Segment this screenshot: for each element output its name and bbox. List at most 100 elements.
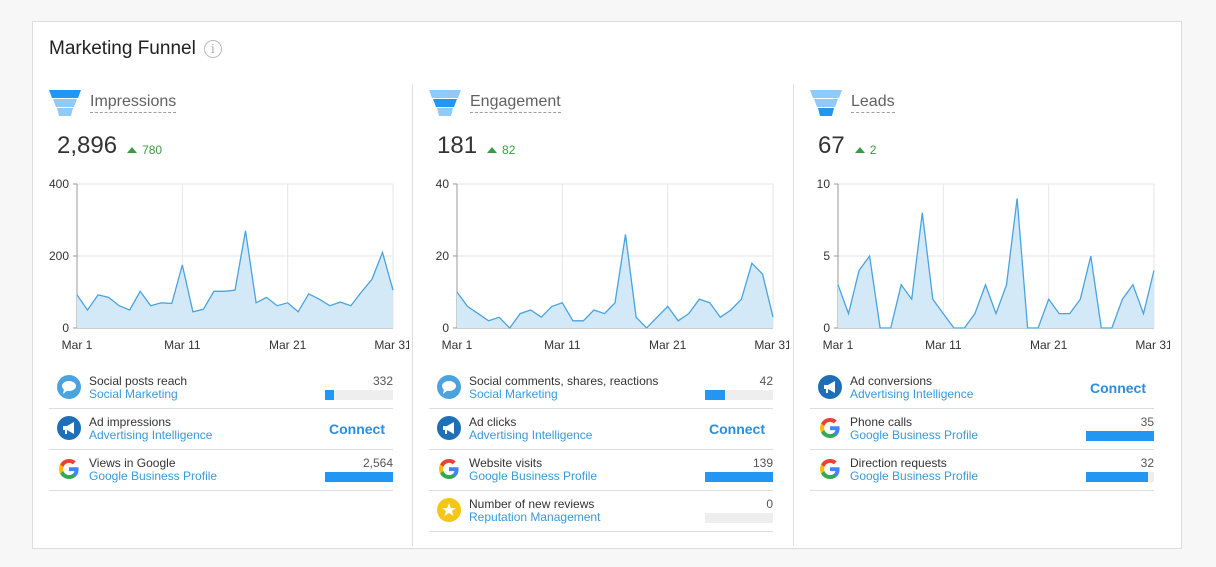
social-marketing-icon xyxy=(437,375,461,399)
funnel-column-engagement: Engagement 181 82 40 20 0 Mar 1 Mar 11 Mar 21 Mar… xyxy=(429,84,792,546)
connect-button[interactable]: Connect xyxy=(1090,380,1146,396)
advertising-megaphone-icon xyxy=(57,416,81,440)
source-row-link[interactable]: Google Business Profile xyxy=(89,469,218,483)
column-divider xyxy=(412,84,413,546)
series-area xyxy=(838,198,1154,328)
source-row-bar xyxy=(705,513,773,523)
y-tick-label: 400 xyxy=(49,177,69,191)
connect-button[interactable]: Connect xyxy=(329,421,385,437)
marketing-funnel-card: Marketing Funnel i Impressions 2,896 780 40… xyxy=(32,21,1182,549)
funnel-stage-label[interactable]: Leads xyxy=(851,93,895,113)
connect-button[interactable]: Connect xyxy=(709,421,765,437)
source-row-bar xyxy=(1086,431,1154,441)
x-tick-label: Mar 11 xyxy=(544,338,581,352)
funnel-stage-header: Impressions xyxy=(49,90,177,116)
source-row-bar-fill xyxy=(1086,431,1154,441)
x-tick-label: Mar 1 xyxy=(823,338,854,352)
y-tick-label: 10 xyxy=(817,177,831,191)
source-row-title: Views in Google xyxy=(89,456,176,470)
source-row-title: Ad conversions xyxy=(850,374,933,388)
funnel-column-impressions: Impressions 2,896 780 400 200 0 Mar 1 Mar 11 Mar… xyxy=(49,84,412,546)
source-row-bar xyxy=(705,390,773,400)
funnel-icon xyxy=(49,90,81,116)
y-tick-label: 0 xyxy=(823,321,830,335)
y-tick-label: 200 xyxy=(49,249,69,263)
source-row-title: Direction requests xyxy=(850,456,947,470)
metric-delta: 2 xyxy=(854,143,877,157)
source-row-link[interactable]: Google Business Profile xyxy=(469,469,598,483)
source-row: Ad clicks Advertising Intelligence Connect xyxy=(429,409,773,450)
source-row-value: 2,564 xyxy=(362,456,393,470)
x-tick-label: Mar 1 xyxy=(62,338,93,352)
source-row-value: 139 xyxy=(752,456,773,470)
star-icon xyxy=(437,498,461,522)
metric-delta: 780 xyxy=(127,143,162,157)
up-arrow-icon xyxy=(487,147,498,153)
source-row-link[interactable]: Google Business Profile xyxy=(850,469,979,483)
metric-summary: 67 2 xyxy=(818,132,876,160)
source-row: Social posts reach Social Marketing 332 xyxy=(49,368,393,409)
card-title-text: Marketing Funnel xyxy=(49,38,196,59)
up-arrow-icon xyxy=(127,147,138,153)
info-icon[interactable]: i xyxy=(203,40,222,58)
source-row-link[interactable]: Social Marketing xyxy=(469,387,558,401)
source-row-title: Phone calls xyxy=(850,415,913,429)
source-row: Number of new reviews Reputation Manageme… xyxy=(429,491,773,532)
y-tick-label: 40 xyxy=(436,177,450,191)
x-tick-label: Mar 11 xyxy=(925,338,962,352)
source-row-link[interactable]: Google Business Profile xyxy=(850,428,979,442)
source-row-title: Social comments, shares, reactions xyxy=(469,374,659,388)
advertising-megaphone-icon xyxy=(818,375,842,399)
series-area xyxy=(457,234,773,328)
funnel-stage-label[interactable]: Engagement xyxy=(470,93,561,113)
metric-value: 181 xyxy=(437,132,478,159)
source-row-bar xyxy=(325,390,393,400)
source-row: Social comments, shares, reactions Social… xyxy=(429,368,773,409)
google-icon xyxy=(437,457,461,481)
source-row-bar-fill xyxy=(325,390,334,400)
source-row-bar-fill xyxy=(705,472,773,482)
source-row-value: 42 xyxy=(759,374,773,388)
funnel-column-leads: Leads 67 2 10 5 0 Mar 1 Mar 11 Mar 21 Mar 31 Ad co… xyxy=(810,84,1173,546)
source-row-title: Website visits xyxy=(469,456,543,470)
y-tick-label: 0 xyxy=(62,321,69,335)
metric-value: 67 xyxy=(818,132,845,159)
source-row-title: Number of new reviews xyxy=(469,497,595,511)
funnel-stage-header: Engagement xyxy=(429,90,561,116)
y-tick-label: 20 xyxy=(436,249,450,263)
source-row-bar-fill xyxy=(705,390,726,400)
metric-delta-value: 82 xyxy=(502,143,516,157)
source-row-bar-fill xyxy=(1086,472,1148,482)
metric-summary: 181 82 xyxy=(437,132,515,160)
source-row-bar-fill xyxy=(325,472,393,482)
area-chart: 400 200 0 Mar 1 Mar 11 Mar 21 Mar 31 xyxy=(49,177,412,352)
source-row-bar xyxy=(705,472,773,482)
source-row-link[interactable]: Reputation Management xyxy=(469,510,601,524)
metric-delta-value: 2 xyxy=(869,143,877,157)
x-tick-label: Mar 21 xyxy=(649,338,687,352)
funnel-stage-header: Leads xyxy=(810,90,895,116)
source-row-value: 35 xyxy=(1140,415,1154,429)
source-row-link[interactable]: Advertising Intelligence xyxy=(89,428,213,442)
source-row-bar xyxy=(325,472,393,482)
funnel-icon xyxy=(429,90,461,116)
source-row: Ad conversions Advertising Intelligence Co… xyxy=(810,368,1154,409)
series-line xyxy=(837,198,1155,329)
source-list: Social posts reach Social Marketing 332 Ad … xyxy=(49,368,393,491)
funnel-stage-label[interactable]: Impressions xyxy=(90,93,177,113)
metric-summary: 2,896 780 xyxy=(57,132,162,160)
x-tick-label: Mar 1 xyxy=(442,338,473,352)
source-row-link[interactable]: Advertising Intelligence xyxy=(469,428,593,442)
source-row-link[interactable]: Advertising Intelligence xyxy=(850,387,974,401)
source-list: Social comments, shares, reactions Social… xyxy=(429,368,773,532)
source-row-link[interactable]: Social Marketing xyxy=(89,387,178,401)
card-title: Marketing Funnel i xyxy=(49,38,222,60)
google-icon xyxy=(818,416,842,440)
google-icon xyxy=(57,457,81,481)
chart-container: 10 5 0 Mar 1 Mar 11 Mar 21 Mar 31 xyxy=(810,176,1173,356)
metric-value: 2,896 xyxy=(57,132,118,159)
social-marketing-icon xyxy=(57,375,81,399)
source-row: Direction requests Google Business Profil… xyxy=(810,450,1154,491)
source-row-value: 0 xyxy=(766,497,773,511)
chart-container: 40 20 0 Mar 1 Mar 11 Mar 21 Mar 31 xyxy=(429,176,792,356)
